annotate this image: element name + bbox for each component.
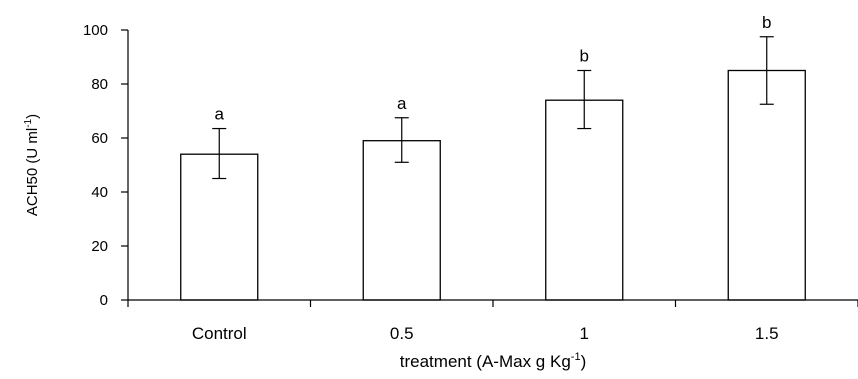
y-tick-label: 40 bbox=[91, 184, 108, 201]
bar bbox=[545, 99, 624, 301]
y-tick-label: 20 bbox=[91, 238, 108, 255]
significance-letter: a bbox=[397, 94, 407, 113]
significance-letter: a bbox=[215, 105, 225, 124]
y-axis-label: ACH50 (U ml-1) bbox=[23, 114, 41, 216]
y-tick-label: 80 bbox=[91, 76, 108, 93]
y-tick-label: 60 bbox=[91, 130, 108, 147]
y-axis-label-end: ) bbox=[24, 114, 41, 119]
x-ticks-layer: Control 0.5 1 1.5 bbox=[127, 300, 858, 343]
x-tick-label: Control bbox=[192, 324, 247, 343]
x-axis-label: treatment (A-Max g Kg-1) bbox=[400, 351, 586, 371]
significance-letter: b bbox=[762, 13, 771, 32]
y-tick-label: 0 bbox=[100, 292, 108, 309]
x-tick-label: 1 bbox=[580, 324, 589, 343]
y-ticks-layer: 0 20 40 60 80 100 bbox=[83, 22, 128, 309]
y-axis-label-text: ACH50 (U ml bbox=[24, 128, 41, 216]
y-axis-label-superscript: -1 bbox=[23, 118, 34, 127]
x-tick-label: 1.5 bbox=[755, 324, 779, 343]
significance-letter: b bbox=[580, 47, 589, 66]
bar bbox=[727, 69, 806, 301]
bar bbox=[362, 140, 441, 301]
x-axis-label-text: treatment (A-Max g Kg bbox=[400, 352, 571, 371]
x-tick-label: 0.5 bbox=[390, 324, 414, 343]
y-tick-label: 100 bbox=[83, 22, 108, 39]
x-axis-label-end: ) bbox=[581, 352, 587, 371]
x-axis-label-superscript: -1 bbox=[571, 351, 581, 363]
bars-layer: a a b b bbox=[180, 13, 806, 301]
